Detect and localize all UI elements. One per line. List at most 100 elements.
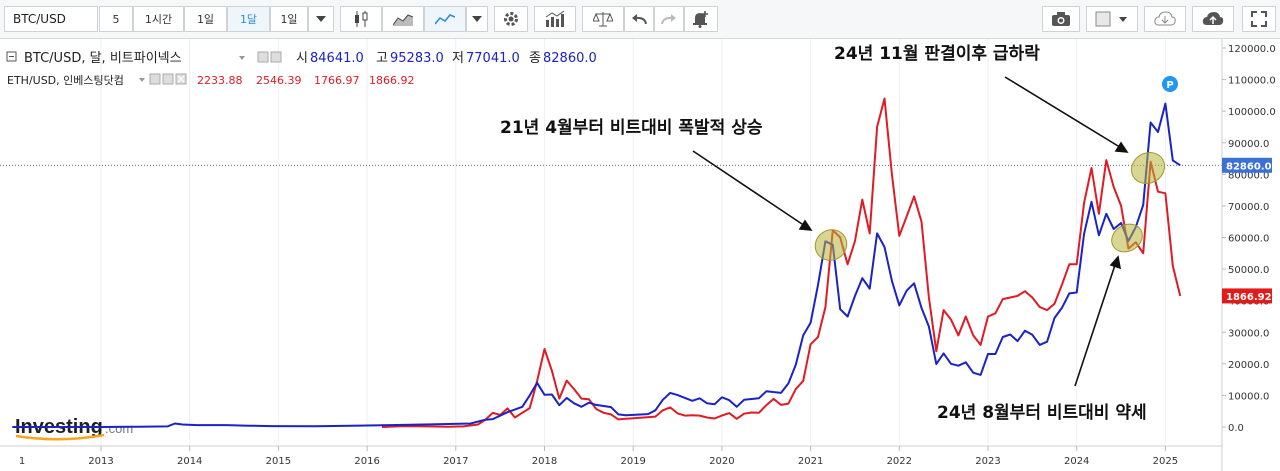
- redo-icon[interactable]: [654, 6, 684, 32]
- legend-low-label: 저: [452, 51, 464, 66]
- btc-last-price-badge: 82860.0: [1222, 157, 1272, 173]
- x-tick-label: 2020: [709, 456, 734, 467]
- btc-series: [12, 102, 1181, 428]
- x-tick-label: 2021: [798, 456, 823, 467]
- legend-high-label: 고: [376, 51, 388, 66]
- compare-scale-icon[interactable]: [582, 6, 624, 32]
- interval-1month-button[interactable]: 1달: [227, 6, 270, 32]
- overlay-open-value: 2233.88: [197, 74, 243, 87]
- btc-usd-line: [12, 102, 1181, 428]
- arrow-2024-aug: [1074, 261, 1117, 387]
- highlight-ellipse-2021: [814, 229, 848, 261]
- y-tick-label: 70000.0: [1228, 202, 1269, 213]
- highlight-ellipse-2024-aug: [1111, 223, 1143, 253]
- arrowhead-2024-aug: [1109, 255, 1122, 270]
- overlay-low-value: 1766.97: [314, 74, 360, 87]
- x-tick-label: 2019: [620, 456, 645, 467]
- overlay-close-value: 1866.92: [369, 74, 415, 87]
- legend-main-name: BTC/USD, 달, 비트파이넥스: [24, 51, 182, 66]
- eth-last-price-badge-bg: [1222, 288, 1272, 304]
- interval-1d-button[interactable]: 1일: [184, 6, 227, 32]
- candlestick-icon[interactable]: [340, 6, 382, 32]
- camera-icon[interactable]: [1042, 6, 1080, 32]
- marker-badge[interactable]: P: [1162, 76, 1178, 92]
- x-tick-label: 2023: [975, 456, 1000, 467]
- arrowhead-2021: [798, 219, 813, 231]
- y-tick-label: 100000.0: [1228, 107, 1276, 118]
- btc-last-price-badge-bg: [1222, 157, 1272, 173]
- y-tick-label: 60000.0: [1228, 234, 1269, 245]
- legend: BTC/USD, 달, 비트파이넥스 시 84641.0 고 95283.0 저…: [6, 51, 597, 87]
- eth-last-price-badge-text: 1866.92: [1226, 292, 1272, 303]
- y-tick-label: 20000.0: [1228, 360, 1269, 371]
- legend-high-value: 95283.0: [390, 51, 444, 66]
- chart-toolbar: BTC/USD 5 1시간 1일 1달 1일: [0, 0, 1280, 39]
- overlay-settings-icon[interactable]: [162, 73, 174, 85]
- legend-open-label: 시: [296, 51, 308, 66]
- interval-5-button[interactable]: 5: [99, 6, 133, 32]
- x-tick-label: 2016: [354, 456, 379, 467]
- overlay-visibility-icon[interactable]: [149, 73, 161, 85]
- x-tick-label: 2015: [266, 456, 291, 467]
- y-tick-label: 30000.0: [1228, 328, 1269, 339]
- watermark-suffix: .com: [105, 421, 133, 436]
- x-tick-label: 2014: [177, 456, 202, 467]
- price-chart[interactable]: Investing .com 21년 4월부터 비트대비 폭발적 상승 24년 …: [0, 39, 1280, 471]
- eth-usd-line: [381, 97, 1182, 428]
- x-axis: 1 2013 2014 2015 2016 2017 2018 2019 2020 2021 202…: [19, 446, 1178, 467]
- symbol-input[interactable]: BTC/USD: [4, 6, 98, 32]
- eth-last-price-badge: 1866.92: [1222, 288, 1272, 304]
- x-tick-label: 1: [19, 456, 25, 467]
- area-chart-icon[interactable]: [382, 6, 424, 32]
- legend-low-value: 77041.0: [466, 51, 520, 66]
- alert-bell-icon[interactable]: [684, 6, 718, 32]
- x-tick-label: 2024: [1064, 456, 1089, 467]
- undo-icon[interactable]: [624, 6, 654, 32]
- legend-main-dropdown-icon: [239, 56, 245, 60]
- interval-dropdown-button[interactable]: 1일: [270, 6, 308, 32]
- btc-last-price-badge-text: 82860.0: [1226, 161, 1272, 172]
- annotation-arrows: [692, 76, 1129, 387]
- legend-close-value: 82860.0: [543, 51, 597, 66]
- x-tick-label: 2013: [88, 456, 113, 467]
- indicators-icon[interactable]: [534, 6, 576, 32]
- y-tick-label: 110000.0: [1228, 76, 1276, 87]
- annotation-2024-nov: 24년 11월 판결이후 급하락: [834, 43, 1040, 64]
- overlay-close-icon-x: [177, 75, 185, 83]
- fullscreen-icon[interactable]: [1242, 6, 1276, 32]
- arrow-2024-nov: [1004, 76, 1124, 150]
- cloud-upload-icon[interactable]: [1192, 6, 1234, 32]
- watermark: Investing .com: [15, 416, 133, 441]
- highlight-ellipse-2024-nov: [1130, 151, 1166, 185]
- interval-chevron-down-icon[interactable]: [308, 6, 334, 32]
- y-tick-label: 90000.0: [1228, 139, 1269, 150]
- legend-overlay-dropdown-icon: [139, 78, 145, 82]
- eth-series: [381, 97, 1182, 428]
- interval-1h-button[interactable]: 1시간: [133, 6, 184, 32]
- legend-open-value: 84641.0: [310, 51, 364, 66]
- y-tick-label: 80000.0: [1228, 170, 1269, 181]
- color-picker-button[interactable]: [1086, 6, 1138, 32]
- x-tick-label: 2018: [532, 456, 557, 467]
- watermark-swoosh: [15, 433, 105, 441]
- y-axis: 120000.0 110000.0 100000.0 90000.0 80000.0 70…: [1222, 44, 1276, 434]
- annotation-2021: 21년 4월부터 비트대비 폭발적 상승: [500, 118, 763, 138]
- gear-icon[interactable]: [494, 6, 528, 32]
- cloud-download-icon[interactable]: [1144, 6, 1186, 32]
- chart-type-chevron-down-icon[interactable]: [466, 6, 488, 32]
- x-tick-label: 2025: [1153, 456, 1178, 467]
- vertical-gridlines: [100, 39, 1166, 446]
- legend-visibility-icon[interactable]: [257, 51, 269, 63]
- arrowhead-2024-nov: [1114, 141, 1129, 153]
- legend-settings-icon[interactable]: [270, 51, 282, 63]
- y-tick-label: 120000.0: [1228, 44, 1276, 55]
- legend-overlay-name: ETH/USD, 인베스팅닷컴: [7, 74, 124, 87]
- marker-badge-circle: [1162, 76, 1178, 92]
- y-tick-label: 0.0: [1228, 423, 1244, 434]
- x-tick-label: 2022: [887, 456, 912, 467]
- overlay-high-value: 2546.39: [256, 74, 302, 87]
- x-tick-label: 2017: [443, 456, 468, 467]
- highlight-ellipses: [814, 151, 1166, 261]
- legend-close-label: 종: [529, 51, 541, 66]
- line-chart-icon[interactable]: [424, 6, 466, 32]
